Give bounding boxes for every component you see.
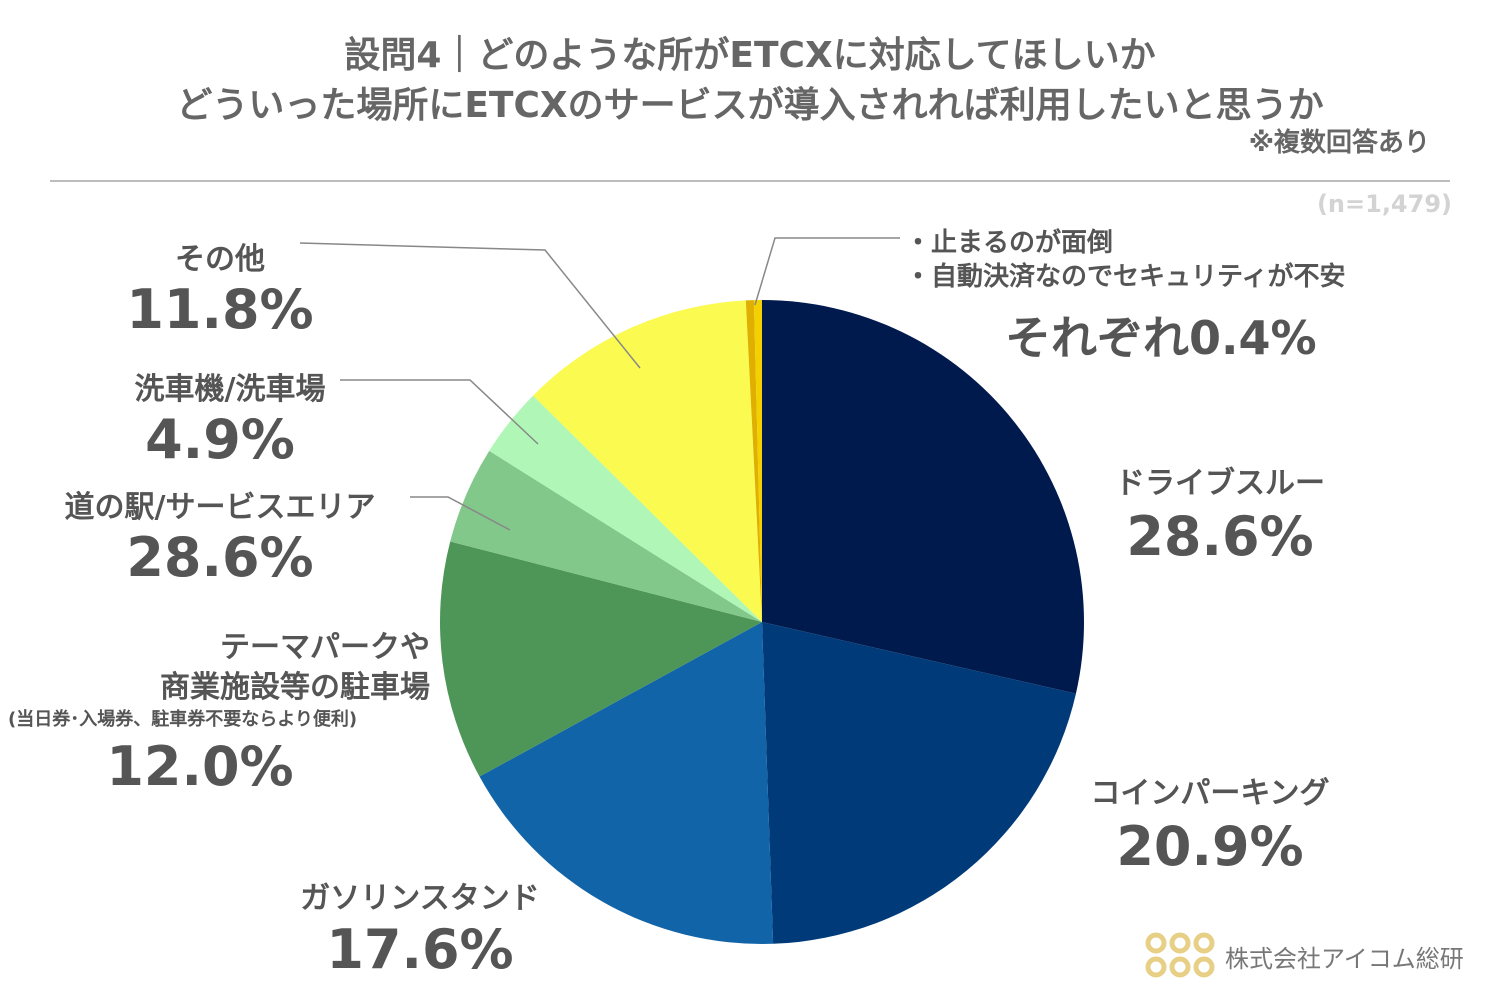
pie-slice-1 <box>762 622 1076 944</box>
slice-label-theme-park-line2: 商業施設等の駐車場 <box>160 670 430 705</box>
slice-value-coin-parking: 20.9% <box>1116 815 1304 878</box>
pie-slice-2 <box>479 622 774 944</box>
leader-lines <box>299 237 900 531</box>
pie-slice-6 <box>533 300 762 622</box>
leader-line-small-items <box>754 237 900 306</box>
logo-mark-icon <box>1145 932 1215 978</box>
slice-label-security-concern: ・自動決済なのでセキュリティが不安 <box>905 262 1346 292</box>
company-name: 株式会社アイコム総研 <box>1225 944 1464 973</box>
pie-slice-4 <box>450 450 762 622</box>
pie-slices <box>439 300 1084 944</box>
slice-label-stopping-hassle: ・止まるのが面倒 <box>905 228 1114 258</box>
pie-slice-7 <box>745 300 762 622</box>
slice-value-small-items: それぞれ0.4% <box>1005 311 1317 365</box>
slice-label-car-wash: 洗車機/洗車場 <box>134 372 326 407</box>
sample-size: (n=1,479) <box>1316 190 1452 218</box>
leader-line-roadside-station <box>410 496 511 531</box>
slice-label-roadside-station: 道の駅/サービスエリア <box>64 490 376 525</box>
company-logo: 株式会社アイコム総研 <box>1145 932 1464 980</box>
multiple-answer-note: ※複数回答あり <box>1248 128 1430 158</box>
chart-title-line-2: どういった場所にETCXのサービスが導入されれば利用したいと思うか <box>176 85 1324 126</box>
slice-value-roadside-station: 28.6% <box>126 526 314 589</box>
slice-value-theme-park: 12.0% <box>106 735 294 798</box>
leader-line-car-wash <box>340 379 539 445</box>
slice-label-coin-parking: コインパーキング <box>1090 776 1330 811</box>
slice-label-theme-park-line1: テーマパークや <box>220 630 430 665</box>
slice-value-drive-through: 28.6% <box>1126 505 1314 568</box>
pie-slice-8 <box>753 300 762 622</box>
slice-note-theme-park: (当日券･入場券、駐車券不要ならより便利) <box>8 709 358 730</box>
title-divider <box>50 180 1450 182</box>
slice-label-gas-station: ガソリンスタンド <box>300 881 540 916</box>
slice-label-other: その他 <box>175 242 265 277</box>
pie-slice-3 <box>439 541 762 777</box>
pie-slice-0 <box>762 300 1084 694</box>
slice-value-other: 11.8% <box>126 278 314 341</box>
slice-value-gas-station: 17.6% <box>326 918 514 981</box>
slice-value-car-wash: 4.9% <box>145 408 295 471</box>
chart-title-line-1: 設問4｜どのような所がETCXに対応してほしいか <box>344 35 1156 76</box>
slice-label-drive-through: ドライブスルー <box>1115 466 1325 501</box>
pie-slice-5 <box>489 395 762 622</box>
leader-line-other <box>299 242 641 369</box>
